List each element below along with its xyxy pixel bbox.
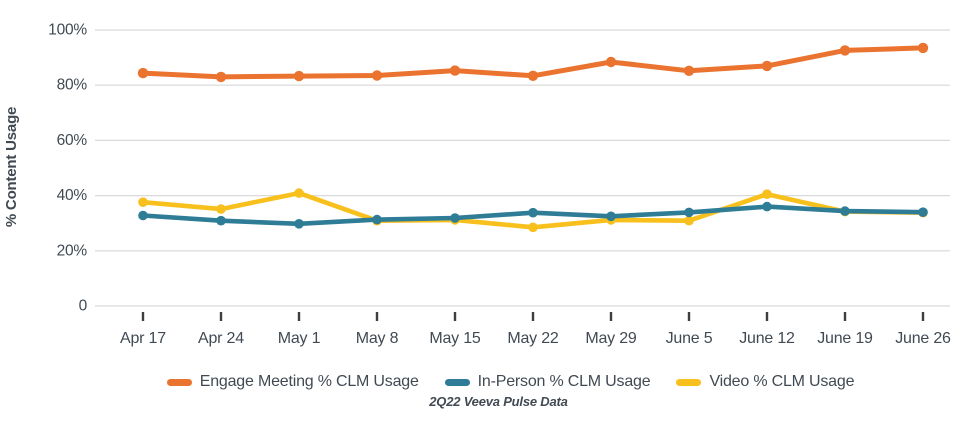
data-point xyxy=(294,219,304,229)
chart-source-caption: 2Q22 Veeva Pulse Data xyxy=(429,394,568,409)
legend-item-in-person: In-Person % CLM Usage xyxy=(444,373,651,391)
x-tick-label: June 5 xyxy=(666,330,713,347)
data-point xyxy=(293,70,305,82)
legend-item-engage-meeting: Engage Meeting % CLM Usage xyxy=(166,373,419,391)
data-point xyxy=(840,206,850,216)
x-tick-label: May 22 xyxy=(507,330,559,347)
legend-label-video: Video % CLM Usage xyxy=(709,373,855,390)
data-point xyxy=(216,215,226,226)
data-point xyxy=(762,189,772,199)
data-point xyxy=(917,42,929,54)
data-point xyxy=(684,215,694,226)
data-point xyxy=(371,70,383,81)
x-tick-label: June 19 xyxy=(817,330,873,347)
legend-swatch-engage-meeting xyxy=(166,378,192,386)
data-point xyxy=(450,213,460,223)
legend-swatch-video xyxy=(676,378,702,386)
x-tick-label: May 1 xyxy=(278,330,321,347)
x-tick-label: Apr 17 xyxy=(120,330,166,347)
x-tick-label: May 29 xyxy=(585,330,637,347)
data-point xyxy=(762,201,772,212)
data-point xyxy=(372,214,382,225)
y-tick-label: 100% xyxy=(48,22,87,39)
chart-legend: Engage Meeting % CLM Usage In-Person % C… xyxy=(58,373,963,391)
y-tick-label: 20% xyxy=(57,242,88,259)
data-point xyxy=(684,207,694,218)
legend-item-video: Video % CLM Usage xyxy=(676,373,854,391)
chart-plot-area: 100% 80% 60% 40% 20% 0 % Content Usage Apr 17 Ap… xyxy=(3,22,951,348)
x-tick-label: June 12 xyxy=(739,330,795,347)
data-point xyxy=(216,204,226,214)
x-tick-label: June 26 xyxy=(895,330,951,347)
data-point xyxy=(605,56,617,68)
y-tick-label: 60% xyxy=(57,132,88,149)
legend-swatch-in-person xyxy=(444,378,470,386)
data-point xyxy=(215,71,227,83)
x-tick-label: May 8 xyxy=(356,330,399,347)
y-tick-label: 0 xyxy=(79,298,88,315)
data-point xyxy=(138,210,148,221)
data-point xyxy=(138,197,148,207)
data-point xyxy=(606,211,616,222)
x-tick-label: Apr 24 xyxy=(198,330,244,347)
data-point xyxy=(528,222,538,233)
data-point xyxy=(137,67,149,79)
data-point xyxy=(294,188,304,198)
data-point xyxy=(449,65,461,76)
data-point xyxy=(683,65,695,77)
data-point xyxy=(528,207,538,218)
y-tick-label: 40% xyxy=(57,187,88,204)
x-tick-label: May 15 xyxy=(429,330,481,347)
legend-label-in-person: In-Person % CLM Usage xyxy=(477,373,651,390)
y-tick-label: 80% xyxy=(57,77,88,94)
data-point xyxy=(839,45,851,56)
y-axis-title: % Content Usage xyxy=(3,107,20,227)
legend-label-engage-meeting: Engage Meeting % CLM Usage xyxy=(199,373,419,390)
data-point xyxy=(527,70,539,82)
data-point xyxy=(918,207,928,217)
data-point xyxy=(761,60,773,72)
